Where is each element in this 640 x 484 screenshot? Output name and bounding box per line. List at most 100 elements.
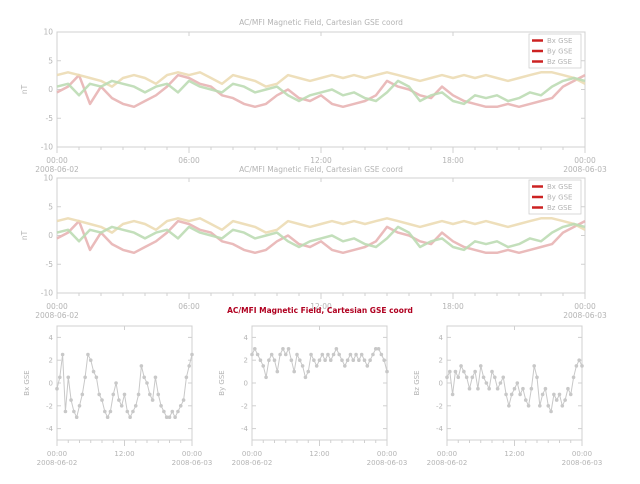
data-point [487,386,491,391]
plot-frame [251,325,388,441]
x-tick-label: 12:00 [504,450,524,458]
data-point [481,375,486,380]
data-point [568,392,573,397]
x-date-label: 2008-06-03 [172,459,213,467]
data-point [448,369,452,374]
data-point [253,347,257,351]
data-point [58,375,62,380]
data-point [328,358,333,363]
x-tick-label: 06:00 [178,302,200,311]
y-tick-label: -2 [436,402,443,410]
data-point [131,409,135,414]
x-tick-label: 00:00 [242,450,262,458]
data-point [250,352,254,357]
data-point [314,364,319,368]
data-point [574,364,579,368]
y-tick-label: -2 [241,402,248,410]
y-tick-label: 0 [49,380,53,388]
data-point [493,375,497,380]
data-point [309,352,313,357]
data-point [66,375,71,380]
data-point [484,381,489,385]
x-tick-label: 12:00 [114,450,134,458]
data-point [462,369,466,374]
data-point [464,375,469,380]
x-tick-label: 00:00 [46,302,68,311]
data-point [382,358,386,363]
x-tick-label: 00:00 [574,156,596,165]
data-point [139,364,144,368]
y-tick-label: 5 [48,202,53,211]
data-point [184,375,189,380]
data-point [267,358,271,363]
y-tick-label: -4 [46,425,54,433]
data-point [77,404,82,408]
data-point [323,358,327,363]
y-tick-label: 0 [48,85,53,94]
data-point [515,381,520,385]
data-point [557,392,562,397]
data-point [275,369,280,374]
data-point [312,358,316,363]
x-tick-label: 00:00 [182,450,202,458]
data-point [359,352,364,357]
data-point [354,352,358,357]
x-date-label: 2008-06-02 [35,311,79,320]
data-point [467,386,472,391]
data-point [97,392,101,397]
data-point [337,352,341,357]
data-point [507,404,511,408]
data-point [490,369,494,374]
x-tick-label: 00:00 [437,450,457,458]
data-point [326,352,330,357]
data-point [571,375,576,380]
y-tick-label: 10 [43,28,53,37]
data-point [150,398,155,402]
legend-label: By GSE [547,48,572,56]
series-line-2 [56,71,586,88]
data-point [178,404,183,408]
x-tick-label: 06:00 [178,156,200,165]
data-point [456,375,461,380]
y-tick-label: 0 [48,231,53,240]
data-point [368,358,372,363]
data-point [518,392,522,397]
data-point [69,398,73,402]
x-date-label: 2008-06-03 [367,459,408,467]
data-point [94,375,99,380]
data-point [103,409,107,414]
data-point [334,347,339,351]
data-point [258,358,263,363]
y-tick-label: 4 [49,334,54,342]
data-point [111,392,116,397]
data-point [450,392,455,397]
data-point [552,392,556,397]
data-point [159,404,163,408]
x-date-label: 2008-06-02 [37,459,78,467]
chart-1: AC/MFI Magnetic Field, Cartesian GSE coo… [20,18,607,174]
data-point [300,364,305,368]
plot-frame [56,325,193,441]
y-tick-label: -10 [41,289,53,298]
data-point [128,415,132,420]
data-point [145,381,149,385]
series-line [446,359,583,414]
data-point [281,347,285,351]
chart-2: AC/MFI Magnetic Field, Cartesian GSE coo… [20,165,607,320]
data-point [535,375,539,380]
x-date-label: 2008-06-03 [562,459,603,467]
data-point [331,352,336,357]
series-line-3 [56,76,586,106]
data-point [523,398,528,402]
y-tick-label: 2 [49,357,53,365]
data-point [173,415,177,420]
data-point [170,409,175,414]
data-point [83,375,87,380]
data-point [283,352,288,357]
data-point [566,386,570,391]
data-point [320,352,325,357]
data-point [478,364,483,368]
y-tick-label: -10 [41,143,53,152]
